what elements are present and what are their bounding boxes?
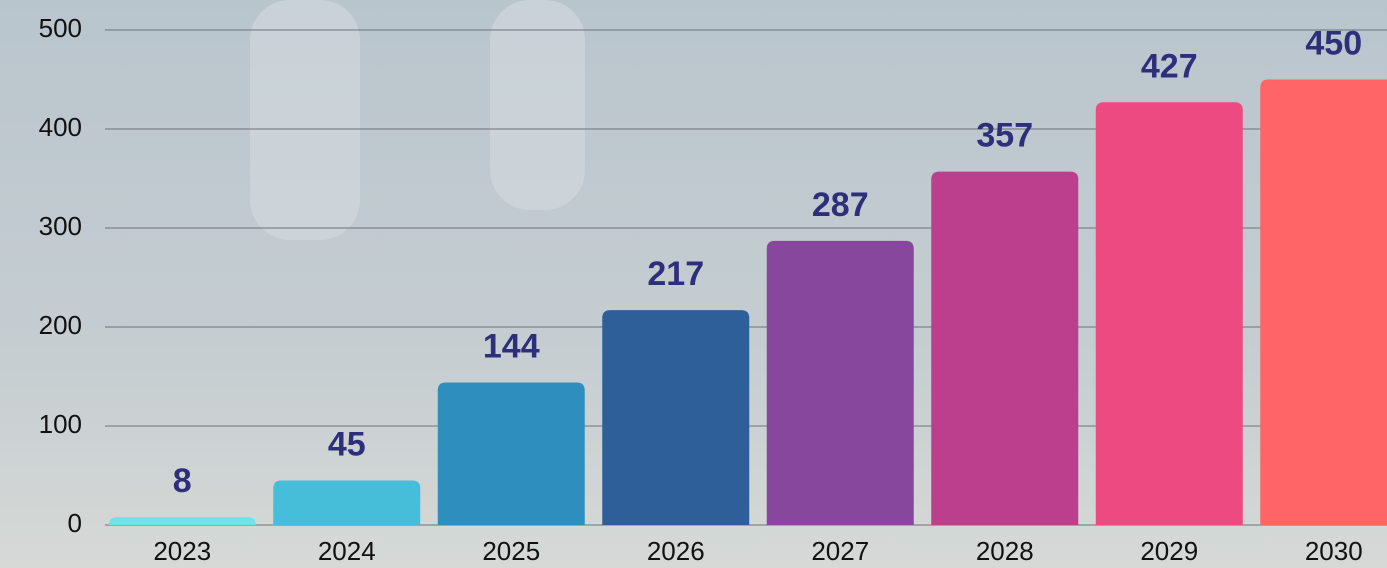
value-label: 357 [976,117,1033,155]
x-tick-label: 2024 [318,536,376,566]
value-label: 287 [812,186,869,224]
bar [602,310,750,525]
y-tick-label: 300 [39,211,82,241]
x-tick-label: 2030 [1305,536,1363,566]
value-label: 450 [1305,24,1362,62]
x-tick-label: 2026 [647,536,705,566]
bar [766,240,914,525]
x-tick-label: 2023 [153,536,211,566]
value-label: 45 [328,425,366,463]
value-label: 8 [173,462,192,500]
x-tick-label: 2027 [811,536,869,566]
value-label: 144 [483,327,540,365]
y-tick-label: 400 [39,112,82,142]
bar [931,171,1079,525]
value-label: 217 [647,255,704,293]
x-tick-label: 2029 [1140,536,1198,566]
bar [108,517,256,525]
y-tick-label: 100 [39,409,82,439]
background-shape [490,0,585,210]
value-label: 427 [1141,47,1198,85]
y-tick-label: 500 [39,13,82,43]
background-shape [250,0,360,240]
x-tick-label: 2025 [482,536,540,566]
bar [273,480,421,525]
y-tick-label: 200 [39,310,82,340]
y-tick-label: 0 [68,508,82,538]
bar [1095,102,1243,526]
bar [1260,79,1387,525]
bar [437,382,585,525]
x-tick-label: 2028 [976,536,1034,566]
